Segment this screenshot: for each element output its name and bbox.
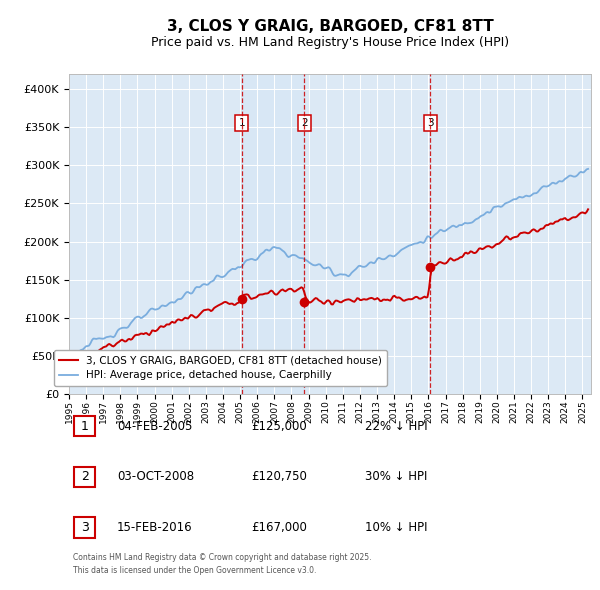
Text: 2: 2 xyxy=(81,470,89,483)
Text: 3, CLOS Y GRAIG, BARGOED, CF81 8TT: 3, CLOS Y GRAIG, BARGOED, CF81 8TT xyxy=(167,19,493,34)
Text: 03-OCT-2008: 03-OCT-2008 xyxy=(117,470,194,483)
Text: 04-FEB-2005: 04-FEB-2005 xyxy=(117,419,192,432)
Text: £120,750: £120,750 xyxy=(252,470,308,483)
FancyBboxPatch shape xyxy=(74,416,95,437)
Text: £125,000: £125,000 xyxy=(252,419,307,432)
FancyBboxPatch shape xyxy=(74,467,95,487)
Text: 1: 1 xyxy=(238,119,245,128)
Bar xyxy=(242,74,304,394)
Text: £167,000: £167,000 xyxy=(252,521,308,534)
Text: 30% ↓ HPI: 30% ↓ HPI xyxy=(365,470,427,483)
Text: 15-FEB-2016: 15-FEB-2016 xyxy=(117,521,193,534)
Text: 1: 1 xyxy=(81,419,89,432)
Text: 3: 3 xyxy=(81,521,89,534)
Text: Price paid vs. HM Land Registry's House Price Index (HPI): Price paid vs. HM Land Registry's House … xyxy=(151,36,509,49)
Text: Contains HM Land Registry data © Crown copyright and database right 2025.
This d: Contains HM Land Registry data © Crown c… xyxy=(73,553,372,575)
Text: 10% ↓ HPI: 10% ↓ HPI xyxy=(365,521,427,534)
Text: 3: 3 xyxy=(427,119,434,128)
Text: 22% ↓ HPI: 22% ↓ HPI xyxy=(365,419,427,432)
Text: 2: 2 xyxy=(301,119,308,128)
Legend: 3, CLOS Y GRAIG, BARGOED, CF81 8TT (detached house), HPI: Average price, detache: 3, CLOS Y GRAIG, BARGOED, CF81 8TT (deta… xyxy=(54,350,388,386)
FancyBboxPatch shape xyxy=(74,517,95,537)
